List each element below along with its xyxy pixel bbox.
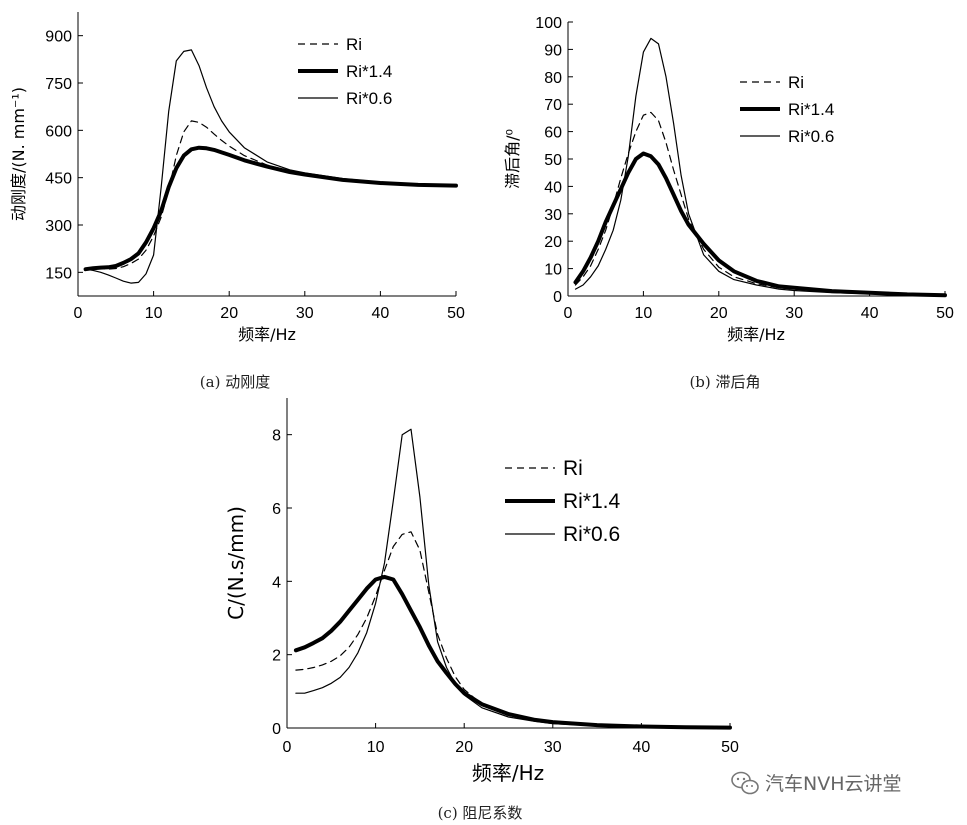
y-tick-label: 90 — [544, 42, 562, 59]
x-axis-label: 频率/Hz — [727, 325, 785, 344]
series-line-Ri — [295, 531, 731, 729]
y-tick-label: 50 — [544, 152, 562, 169]
legend-label: Ri — [346, 35, 362, 54]
y-tick-label: 4 — [272, 574, 281, 591]
x-axis-label: 频率/Hz — [472, 761, 544, 785]
y-tick-label: 60 — [544, 125, 562, 142]
series-line-Ri-x1.4 — [573, 151, 947, 298]
x-tick-label: 10 — [367, 739, 385, 756]
x-tick-label: 10 — [145, 305, 163, 322]
y-tick-label: 900 — [45, 29, 72, 46]
series-line-Ri-x0.6 — [84, 49, 457, 284]
y-axis-label: 动刚度/(N. mm⁻¹) — [9, 87, 28, 221]
y-tick-label: 450 — [45, 171, 72, 188]
y-axis-label: C/(N.s/mm) — [224, 506, 248, 620]
x-tick-label: 0 — [74, 305, 83, 322]
x-axis-label: 频率/Hz — [238, 325, 296, 344]
y-tick-label: 600 — [45, 123, 72, 140]
legend-label: Ri*0.6 — [563, 523, 620, 546]
panel-caption: (c) 阻尼系数 — [438, 804, 523, 822]
panel-a-dynamic-stiffness: 0 10 20 30 40 50 150 300 450 600 750 900 频率/Hz 动刚度/(N… — [9, 12, 465, 391]
x-tick-label: 50 — [936, 305, 954, 322]
y-tick-label: 6 — [272, 501, 281, 518]
x-tick-label: 0 — [283, 739, 292, 756]
series-line-Ri-x1.4 — [293, 574, 732, 730]
series-line-Ri-x1.4 — [83, 145, 458, 272]
legend-label: Ri — [563, 457, 583, 480]
x-tick-label: 50 — [721, 739, 739, 756]
y-tick-label: 300 — [45, 218, 72, 235]
x-tick-label: 50 — [447, 305, 465, 322]
y-tick-label: 750 — [45, 76, 72, 93]
legend-label: Ri — [788, 73, 804, 92]
watermark: 汽车NVH云讲堂 — [731, 771, 902, 795]
x-tick-label: 10 — [635, 305, 653, 322]
y-tick-label: 30 — [544, 207, 562, 224]
y-tick-label: 150 — [45, 265, 72, 282]
y-tick-label: 20 — [544, 234, 562, 251]
panel-caption: (a) 动刚度 — [200, 373, 270, 391]
x-tick-label: 20 — [455, 739, 473, 756]
y-tick-label: 100 — [535, 15, 562, 32]
x-tick-label: 40 — [633, 739, 651, 756]
series-line-Ri-x0.6 — [295, 428, 731, 729]
y-axis-label: 滞后角/⁰ — [503, 129, 522, 189]
y-tick-label: 0 — [553, 289, 562, 306]
legend-label: Ri*0.6 — [346, 89, 392, 108]
x-tick-label: 30 — [296, 305, 314, 322]
panel-caption: (b) 滞后角 — [689, 373, 760, 391]
x-tick-label: 40 — [372, 305, 390, 322]
legend-label: Ri*0.6 — [788, 127, 834, 146]
x-tick-label: 30 — [544, 739, 562, 756]
panel-c-damping-coefficient: 0 10 20 30 40 50 0 2 4 6 8 频率/Hz C/(N.s/mm) (c) 阻尼系数 R… — [224, 398, 739, 822]
x-tick-label: 40 — [861, 305, 879, 322]
y-tick-label: 8 — [272, 428, 281, 445]
legend-label: Ri*1.4 — [788, 100, 834, 119]
y-tick-label: 80 — [544, 70, 562, 87]
legend-label: Ri*1.4 — [346, 62, 392, 81]
watermark-text: 汽车NVH云讲堂 — [765, 773, 902, 795]
y-tick-label: 10 — [544, 262, 562, 279]
y-tick-label: 2 — [272, 648, 281, 665]
x-tick-label: 20 — [710, 305, 728, 322]
series-line-Ri-x0.6 — [574, 37, 946, 297]
wechat-icon — [731, 771, 759, 795]
x-tick-label: 30 — [785, 305, 803, 322]
panel-b-lag-angle: 0 10 20 30 40 50 0 10 20 30 40 50 60 70 80 90 100 频率/Hz 滞后… — [503, 15, 954, 391]
y-tick-label: 70 — [544, 97, 562, 114]
x-tick-label: 20 — [220, 305, 238, 322]
legend-label: Ri*1.4 — [563, 490, 621, 513]
y-tick-label: 40 — [544, 179, 562, 196]
x-tick-label: 0 — [564, 305, 573, 322]
y-tick-label: 0 — [272, 721, 281, 738]
series-line-Ri — [574, 111, 946, 296]
